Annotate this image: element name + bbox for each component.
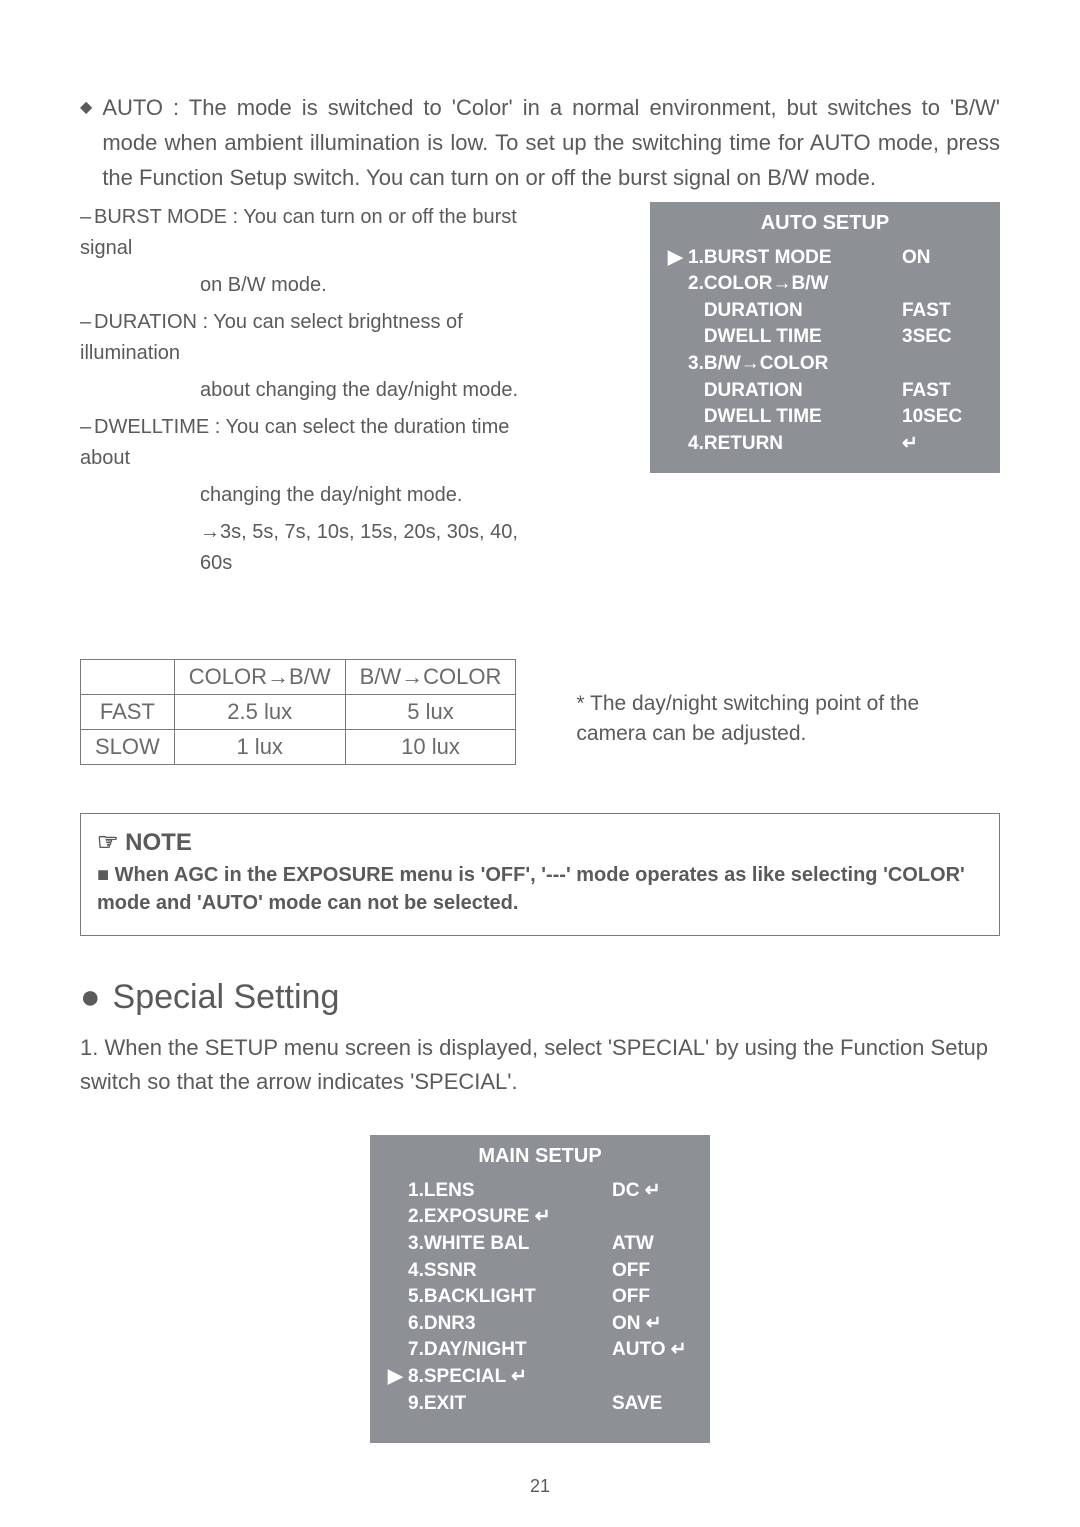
auto-setup-menu: AUTO SETUP ▶1.BURST MODEON2.COLOR→B/W DU… [650, 202, 1000, 474]
enter-icon: ↵ [535, 1206, 551, 1227]
menu-value: ON [902, 245, 982, 272]
menu-row: 9.EXITSAVE [388, 1391, 692, 1418]
menu-row: 4.RETURN ↵ [668, 431, 982, 458]
menu-label: 5.BACKLIGHT [408, 1284, 612, 1311]
dwell-line2: changing the day/night mode. [80, 480, 520, 511]
lux-note: * The day/night switching point of the c… [576, 689, 966, 750]
sub-items: –BURST MODE : You can turn on or off the… [80, 202, 520, 579]
table-row: SLOW1 lux10 lux [81, 729, 516, 764]
menu-row: 3.B/W→COLOR [668, 351, 982, 378]
menu-value: AUTO ↵ [612, 1337, 692, 1364]
menu-label: DURATION [688, 298, 902, 325]
special-setting-title: ● Special Setting [80, 978, 1000, 1017]
menu-row: 4.SSNROFF [388, 1258, 692, 1285]
pointer-icon: ▶ [668, 245, 688, 272]
menu-row: DWELL TIME10SEC [668, 404, 982, 431]
enter-icon: ↵ [665, 1339, 686, 1360]
menu-row: DURATIONFAST [668, 378, 982, 405]
lux-header: B/W→COLOR [345, 659, 516, 694]
menu-row: 1.LENSDC ↵ [388, 1178, 692, 1205]
menu-label: 9.EXIT [408, 1391, 612, 1418]
menu-value: OFF [612, 1258, 692, 1285]
menu-value: DC ↵ [612, 1178, 692, 1205]
main-setup-title: MAIN SETUP [388, 1145, 692, 1168]
menu-value: FAST [902, 378, 982, 405]
enter-icon: ↵ [511, 1366, 527, 1387]
menu-value: 3SEC [902, 324, 982, 351]
auto-section: ◆ AUTO : The mode is switched to 'Color'… [80, 90, 1000, 196]
menu-row: ▶8.SPECIAL ↵ [388, 1364, 692, 1391]
menu-value: ↵ [902, 431, 982, 458]
note-body: ■ When AGC in the EXPOSURE menu is 'OFF'… [97, 861, 983, 917]
lux-cell: 5 lux [345, 694, 516, 729]
lux-cell: 1 lux [174, 729, 345, 764]
menu-value: OFF [612, 1284, 692, 1311]
dwell-line1: DWELLTIME : You can select the duration … [80, 416, 509, 469]
menu-row: ▶1.BURST MODEON [668, 245, 982, 272]
note-box: ☞ NOTE ■ When AGC in the EXPOSURE menu i… [80, 813, 1000, 936]
menu-label: 2.EXPOSURE ↵ [408, 1204, 612, 1231]
burst-line2: on B/W mode. [80, 270, 520, 301]
menu-label: 3.B/W→COLOR [688, 351, 902, 378]
enter-icon: ↵ [641, 1313, 662, 1334]
note-title: ☞ NOTE [97, 828, 983, 857]
menu-value: ATW [612, 1231, 692, 1258]
lux-header [81, 659, 175, 694]
menu-label: 8.SPECIAL ↵ [408, 1364, 612, 1391]
menu-row: 6.DNR3ON ↵ [388, 1311, 692, 1338]
lux-cell: 10 lux [345, 729, 516, 764]
menu-label: 4.RETURN [688, 431, 902, 458]
menu-label: DWELL TIME [688, 404, 902, 431]
menu-label: DURATION [688, 378, 902, 405]
lux-cell: FAST [81, 694, 175, 729]
menu-row: 7.DAY/NIGHTAUTO ↵ [388, 1337, 692, 1364]
menu-label: 6.DNR3 [408, 1311, 612, 1338]
duration-line1: DURATION : You can select brightness of … [80, 311, 463, 364]
menu-label: DWELL TIME [688, 324, 902, 351]
menu-row: DWELL TIME3SEC [668, 324, 982, 351]
diamond-icon: ◆ [80, 97, 92, 117]
special-paragraph: 1. When the SETUP menu screen is display… [80, 1031, 1000, 1099]
menu-value: SAVE [612, 1391, 692, 1418]
duration-line2: about changing the day/night mode. [80, 375, 520, 406]
lux-cell: SLOW [81, 729, 175, 764]
lux-table: COLOR→B/WB/W→COLOR FAST2.5 lux5 luxSLOW1… [80, 659, 516, 765]
bullet-icon: ● [80, 978, 101, 1017]
main-setup-menu: MAIN SETUP 1.LENSDC ↵2.EXPOSURE ↵3.WHITE… [370, 1135, 710, 1443]
enter-icon: ↵ [902, 433, 918, 454]
menu-label: 2.COLOR→B/W [688, 271, 902, 298]
menu-label: 1.LENS [408, 1178, 612, 1205]
page-number: 21 [0, 1476, 1080, 1497]
auto-setup-title: AUTO SETUP [668, 212, 982, 235]
menu-row: 3.WHITE BALATW [388, 1231, 692, 1258]
auto-paragraph: AUTO : The mode is switched to 'Color' i… [102, 90, 1000, 196]
menu-label: 4.SSNR [408, 1258, 612, 1285]
menu-value: 10SEC [902, 404, 982, 431]
lux-header: COLOR→B/W [174, 659, 345, 694]
menu-row: 2.COLOR→B/W [668, 271, 982, 298]
burst-line1: BURST MODE : You can turn on or off the … [80, 206, 517, 259]
table-row: FAST2.5 lux5 lux [81, 694, 516, 729]
menu-row: 2.EXPOSURE ↵ [388, 1204, 692, 1231]
enter-icon: ↵ [639, 1180, 660, 1201]
menu-row: DURATIONFAST [668, 298, 982, 325]
menu-value: FAST [902, 298, 982, 325]
pointer-icon: ▶ [388, 1364, 408, 1391]
menu-value: ON ↵ [612, 1311, 692, 1338]
menu-label: 7.DAY/NIGHT [408, 1337, 612, 1364]
menu-label: 3.WHITE BAL [408, 1231, 612, 1258]
special-title-text: Special Setting [113, 978, 340, 1017]
menu-row: 5.BACKLIGHTOFF [388, 1284, 692, 1311]
lux-cell: 2.5 lux [174, 694, 345, 729]
menu-label: 1.BURST MODE [688, 245, 902, 272]
dwell-times: →3s, 5s, 7s, 10s, 15s, 20s, 30s, 40, 60s [80, 517, 520, 579]
